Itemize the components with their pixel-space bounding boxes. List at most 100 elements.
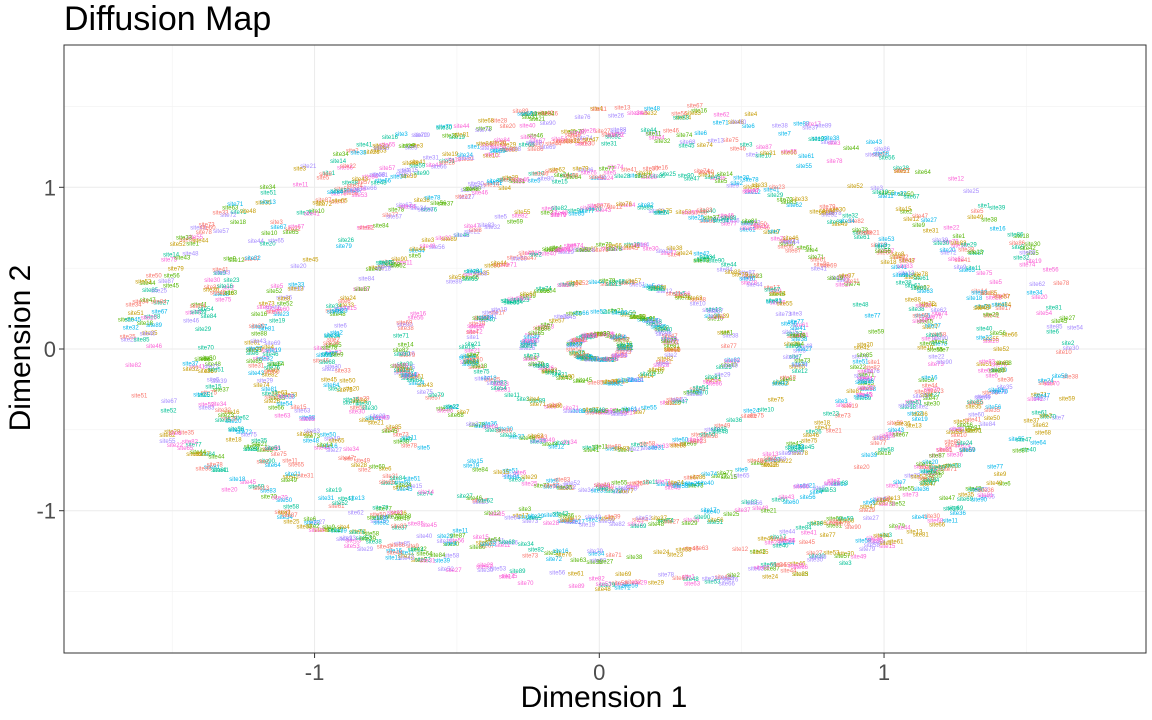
point-label: site61 (365, 416, 382, 422)
point-label: site18 (900, 405, 917, 411)
point-label: site7 (457, 410, 470, 416)
point-label: site18 (399, 352, 416, 358)
point-label: site9 (726, 184, 739, 190)
point-label: site11 (396, 369, 412, 375)
point-label: site5 (417, 445, 430, 451)
point-label: site4 (810, 490, 823, 496)
point-label: site21 (486, 181, 503, 187)
point-label: site30 (794, 484, 811, 490)
point-label: site52 (566, 281, 583, 287)
point-label: site62 (1032, 423, 1049, 429)
point-label: site52 (575, 248, 592, 254)
point-label: site15 (205, 384, 222, 390)
point-label: site34 (326, 304, 343, 310)
point-label: site34 (857, 370, 874, 376)
point-label: site58 (369, 173, 386, 179)
point-label: site22 (598, 357, 615, 363)
point-label: site4 (466, 330, 479, 336)
point-label: site68 (612, 489, 629, 495)
point-label: site8 (914, 465, 927, 471)
point-label: site81 (261, 387, 278, 393)
point-label: site50 (641, 175, 658, 181)
point-label: site51 (439, 159, 456, 165)
point-label: site60 (665, 348, 682, 354)
point-label: site1 (186, 241, 199, 247)
point-label: site19 (842, 404, 859, 410)
point-label: site14 (627, 377, 644, 383)
point-label: site26 (296, 210, 313, 216)
point-label: site16 (580, 206, 597, 212)
point-label: site32 (955, 429, 972, 435)
point-label: site61 (244, 340, 261, 346)
point-label: site3 (839, 561, 852, 567)
point-label: site68 (605, 445, 622, 451)
point-label: site87 (785, 249, 802, 255)
point-label: site81 (387, 511, 404, 517)
point-label: site67 (478, 544, 495, 550)
point-label: site72 (940, 251, 957, 257)
point-label: site35 (399, 365, 416, 371)
point-label: site10 (921, 337, 938, 343)
point-label: site82 (532, 111, 549, 117)
point-label: site73 (586, 333, 603, 339)
point-label: site50 (118, 317, 135, 323)
point-label: site81 (705, 375, 722, 381)
point-label: site9 (655, 327, 668, 333)
point-label: site9 (544, 405, 557, 411)
point-label: site14 (971, 289, 988, 295)
point-label: site78 (658, 572, 675, 578)
point-label: site84 (995, 302, 1012, 308)
point-label: site78 (321, 353, 338, 359)
point-label: site45 (644, 319, 661, 325)
point-label: site27 (863, 516, 880, 522)
point-label: site52 (953, 420, 970, 426)
point-label: site45 (622, 246, 639, 252)
point-label: site63 (274, 413, 291, 419)
point-label: site63 (271, 391, 288, 397)
point-label: site5 (405, 146, 418, 152)
point-label: site37 (839, 273, 856, 279)
point-label: site10 (436, 406, 453, 412)
point-label: site66 (361, 186, 378, 192)
point-label: site58 (788, 448, 805, 454)
point-label: site18 (966, 296, 983, 302)
point-label: site56 (449, 275, 466, 281)
point-label: site65 (257, 305, 274, 311)
point-label: site84 (717, 268, 734, 274)
point-label: site21 (554, 441, 571, 447)
point-label: site36 (179, 237, 196, 243)
point-label: site10 (445, 157, 462, 163)
point-label: site59 (887, 421, 904, 427)
point-label: site42 (663, 339, 680, 345)
point-label: site64 (374, 145, 391, 151)
point-label: site33 (212, 211, 229, 217)
point-label: site2 (612, 133, 625, 139)
point-label: site2 (446, 405, 459, 411)
point-label: site16 (831, 482, 848, 488)
point-label: site53 (820, 488, 837, 494)
point-label: site67 (529, 139, 546, 145)
point-label: site54 (566, 348, 583, 354)
point-label: site25 (830, 276, 847, 282)
point-label: site68 (996, 361, 1013, 367)
point-label: site65 (379, 142, 396, 148)
point-label: site84 (373, 223, 390, 229)
point-label: site2 (916, 405, 929, 411)
point-label: site56 (879, 155, 896, 161)
point-label: site3 (502, 299, 515, 305)
point-label: site81 (630, 315, 647, 321)
point-label: site43 (325, 309, 342, 315)
point-label: site4 (549, 246, 562, 252)
point-label: site60 (273, 307, 290, 313)
point-label: site28 (986, 296, 1003, 302)
point-label: site27 (925, 324, 942, 330)
point-label: site12 (484, 511, 501, 517)
point-label: site60 (605, 446, 622, 452)
point-label: site88 (856, 231, 873, 237)
point-label: site66 (770, 301, 787, 307)
point-label: site47 (583, 137, 600, 143)
point-label: site51 (793, 333, 810, 339)
point-label: site55 (334, 187, 351, 193)
point-label: site44 (922, 384, 939, 390)
point-label: site57 (707, 309, 724, 315)
